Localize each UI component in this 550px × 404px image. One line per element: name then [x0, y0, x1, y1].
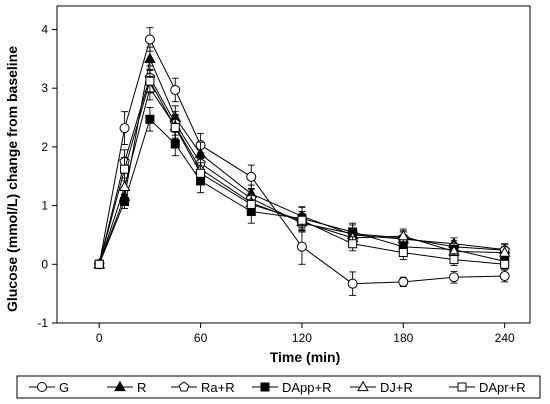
legend-item-dapr-r: DApr+R — [449, 380, 526, 395]
x-axis-title: Time (min) — [270, 349, 341, 365]
data-point — [348, 239, 358, 249]
legend-item-dj-r: DJ+R — [350, 380, 413, 395]
plot-frame — [56, 5, 531, 324]
data-point — [118, 180, 131, 191]
axes: 0 60 120 180 240 -1 0 1 2 3 4 — [37, 5, 531, 345]
data-point — [347, 278, 358, 289]
legend-marker — [37, 382, 47, 392]
data-point — [170, 84, 181, 95]
data-point — [120, 164, 130, 174]
data-point — [144, 52, 156, 63]
legend-label: R — [137, 380, 146, 395]
legend-marker — [457, 382, 467, 392]
legend-item-ra-r: Ra+R — [171, 380, 235, 395]
legend-label: Ra+R — [201, 380, 235, 395]
legend-label: G — [59, 380, 69, 395]
data-point — [170, 123, 180, 133]
data-point — [449, 255, 459, 265]
data-point — [120, 196, 130, 206]
legend-marker — [114, 380, 126, 392]
series-layer — [93, 27, 511, 296]
data-point — [144, 34, 155, 45]
data-point — [145, 76, 155, 86]
data-point — [119, 123, 130, 134]
y-tick-label: 4 — [41, 22, 48, 36]
legend-marker — [260, 382, 270, 392]
x-tick-label: 120 — [292, 331, 312, 345]
data-point — [170, 139, 180, 149]
data-point — [246, 171, 257, 182]
legend-marker — [357, 380, 369, 392]
y-tick-label: 1 — [41, 199, 48, 213]
x-tick-label: 240 — [495, 331, 515, 345]
legend-label: DJ+R — [380, 380, 413, 395]
data-point — [498, 246, 511, 257]
legend-marker — [178, 381, 190, 392]
legend-box — [16, 375, 541, 399]
data-point — [94, 259, 104, 269]
y-axis-title: Glucose (mmol/L) change from baseline — [4, 46, 20, 312]
data-point — [448, 272, 459, 283]
y-tick-label: 0 — [41, 257, 48, 271]
data-point — [297, 215, 307, 225]
legend-label: DApr+R — [479, 380, 526, 395]
data-point — [397, 229, 410, 241]
data-point — [296, 241, 307, 252]
x-tick-label: 0 — [96, 331, 103, 345]
y-tick-label: 3 — [41, 81, 48, 95]
legend: G R Ra+R DApp+R DJ+R DApr+R — [16, 375, 541, 399]
y-tick-label: -1 — [37, 316, 48, 330]
legend-item-dapp-r: DApp+R — [252, 380, 332, 395]
data-point — [145, 114, 155, 124]
x-tick-label: 60 — [194, 331, 208, 345]
series-dapr-r — [94, 68, 510, 270]
legend-item-g: G — [29, 380, 69, 395]
data-point — [196, 168, 206, 178]
y-tick-label: 2 — [41, 140, 48, 154]
legend-label: DApp+R — [282, 380, 332, 395]
data-point — [500, 259, 510, 269]
data-point — [246, 199, 256, 209]
data-point — [398, 248, 408, 258]
data-point — [398, 276, 409, 287]
data-point — [499, 271, 510, 282]
x-tick-label: 180 — [393, 331, 413, 345]
legend-item-r: R — [107, 380, 146, 395]
